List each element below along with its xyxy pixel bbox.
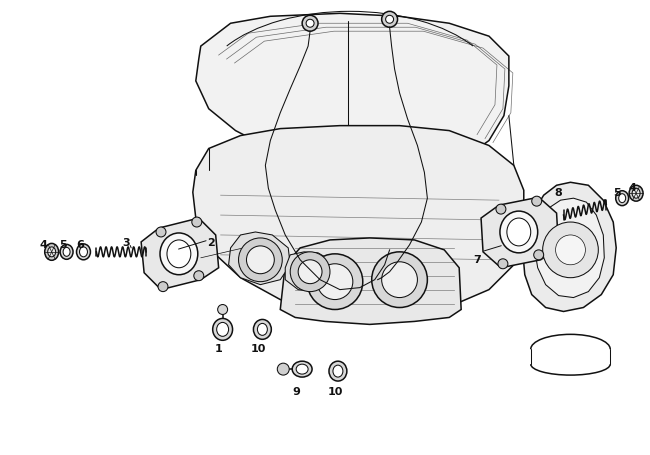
Text: 10: 10: [251, 344, 266, 354]
Circle shape: [192, 217, 202, 227]
Ellipse shape: [257, 324, 267, 335]
Circle shape: [239, 238, 282, 282]
Polygon shape: [285, 252, 335, 292]
Polygon shape: [280, 238, 461, 324]
Text: 5: 5: [614, 188, 621, 198]
Ellipse shape: [79, 247, 88, 257]
Circle shape: [306, 19, 314, 27]
Ellipse shape: [616, 191, 629, 206]
Polygon shape: [481, 197, 558, 268]
Polygon shape: [229, 232, 290, 285]
Ellipse shape: [292, 361, 312, 377]
Ellipse shape: [629, 185, 643, 201]
Ellipse shape: [47, 247, 56, 257]
Polygon shape: [523, 182, 616, 312]
Ellipse shape: [254, 319, 271, 339]
Circle shape: [246, 246, 274, 274]
Ellipse shape: [507, 218, 531, 246]
Text: 6: 6: [77, 240, 85, 250]
Circle shape: [298, 260, 322, 283]
Ellipse shape: [45, 243, 58, 260]
Circle shape: [532, 196, 541, 206]
Circle shape: [534, 250, 543, 260]
Circle shape: [302, 15, 318, 31]
Circle shape: [382, 11, 398, 27]
Circle shape: [498, 259, 508, 269]
Circle shape: [194, 271, 203, 281]
Polygon shape: [535, 198, 604, 298]
Ellipse shape: [77, 244, 90, 260]
Ellipse shape: [329, 361, 347, 381]
Circle shape: [218, 304, 227, 314]
Ellipse shape: [216, 323, 229, 336]
Ellipse shape: [619, 194, 626, 202]
Polygon shape: [193, 126, 524, 314]
Ellipse shape: [60, 244, 73, 259]
Ellipse shape: [167, 240, 191, 268]
Polygon shape: [196, 13, 509, 168]
Circle shape: [556, 235, 586, 265]
Circle shape: [158, 282, 168, 292]
Circle shape: [317, 264, 353, 299]
Circle shape: [372, 252, 427, 308]
Ellipse shape: [333, 365, 343, 377]
Text: 7: 7: [473, 255, 481, 265]
Ellipse shape: [500, 211, 538, 253]
Circle shape: [307, 254, 363, 309]
Text: 8: 8: [554, 188, 562, 198]
Ellipse shape: [63, 248, 70, 256]
Text: 3: 3: [122, 238, 130, 248]
Text: 2: 2: [207, 238, 215, 248]
Ellipse shape: [213, 318, 233, 340]
Ellipse shape: [632, 188, 640, 198]
Circle shape: [543, 222, 598, 278]
Text: 4: 4: [628, 183, 636, 193]
Circle shape: [278, 363, 289, 375]
Ellipse shape: [160, 233, 198, 275]
Circle shape: [156, 227, 166, 237]
Text: 9: 9: [292, 387, 300, 397]
Ellipse shape: [296, 364, 308, 374]
Polygon shape: [141, 218, 218, 290]
Text: 4: 4: [40, 240, 47, 250]
Text: 1: 1: [214, 344, 222, 354]
Circle shape: [385, 15, 394, 23]
Circle shape: [290, 252, 330, 292]
Circle shape: [382, 262, 417, 298]
Circle shape: [496, 204, 506, 214]
Text: 5: 5: [58, 240, 66, 250]
Text: 10: 10: [327, 387, 343, 397]
